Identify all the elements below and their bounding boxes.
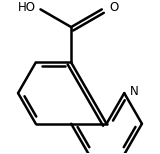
Text: O: O bbox=[109, 1, 119, 14]
Text: N: N bbox=[130, 85, 139, 98]
Text: HO: HO bbox=[18, 1, 36, 14]
